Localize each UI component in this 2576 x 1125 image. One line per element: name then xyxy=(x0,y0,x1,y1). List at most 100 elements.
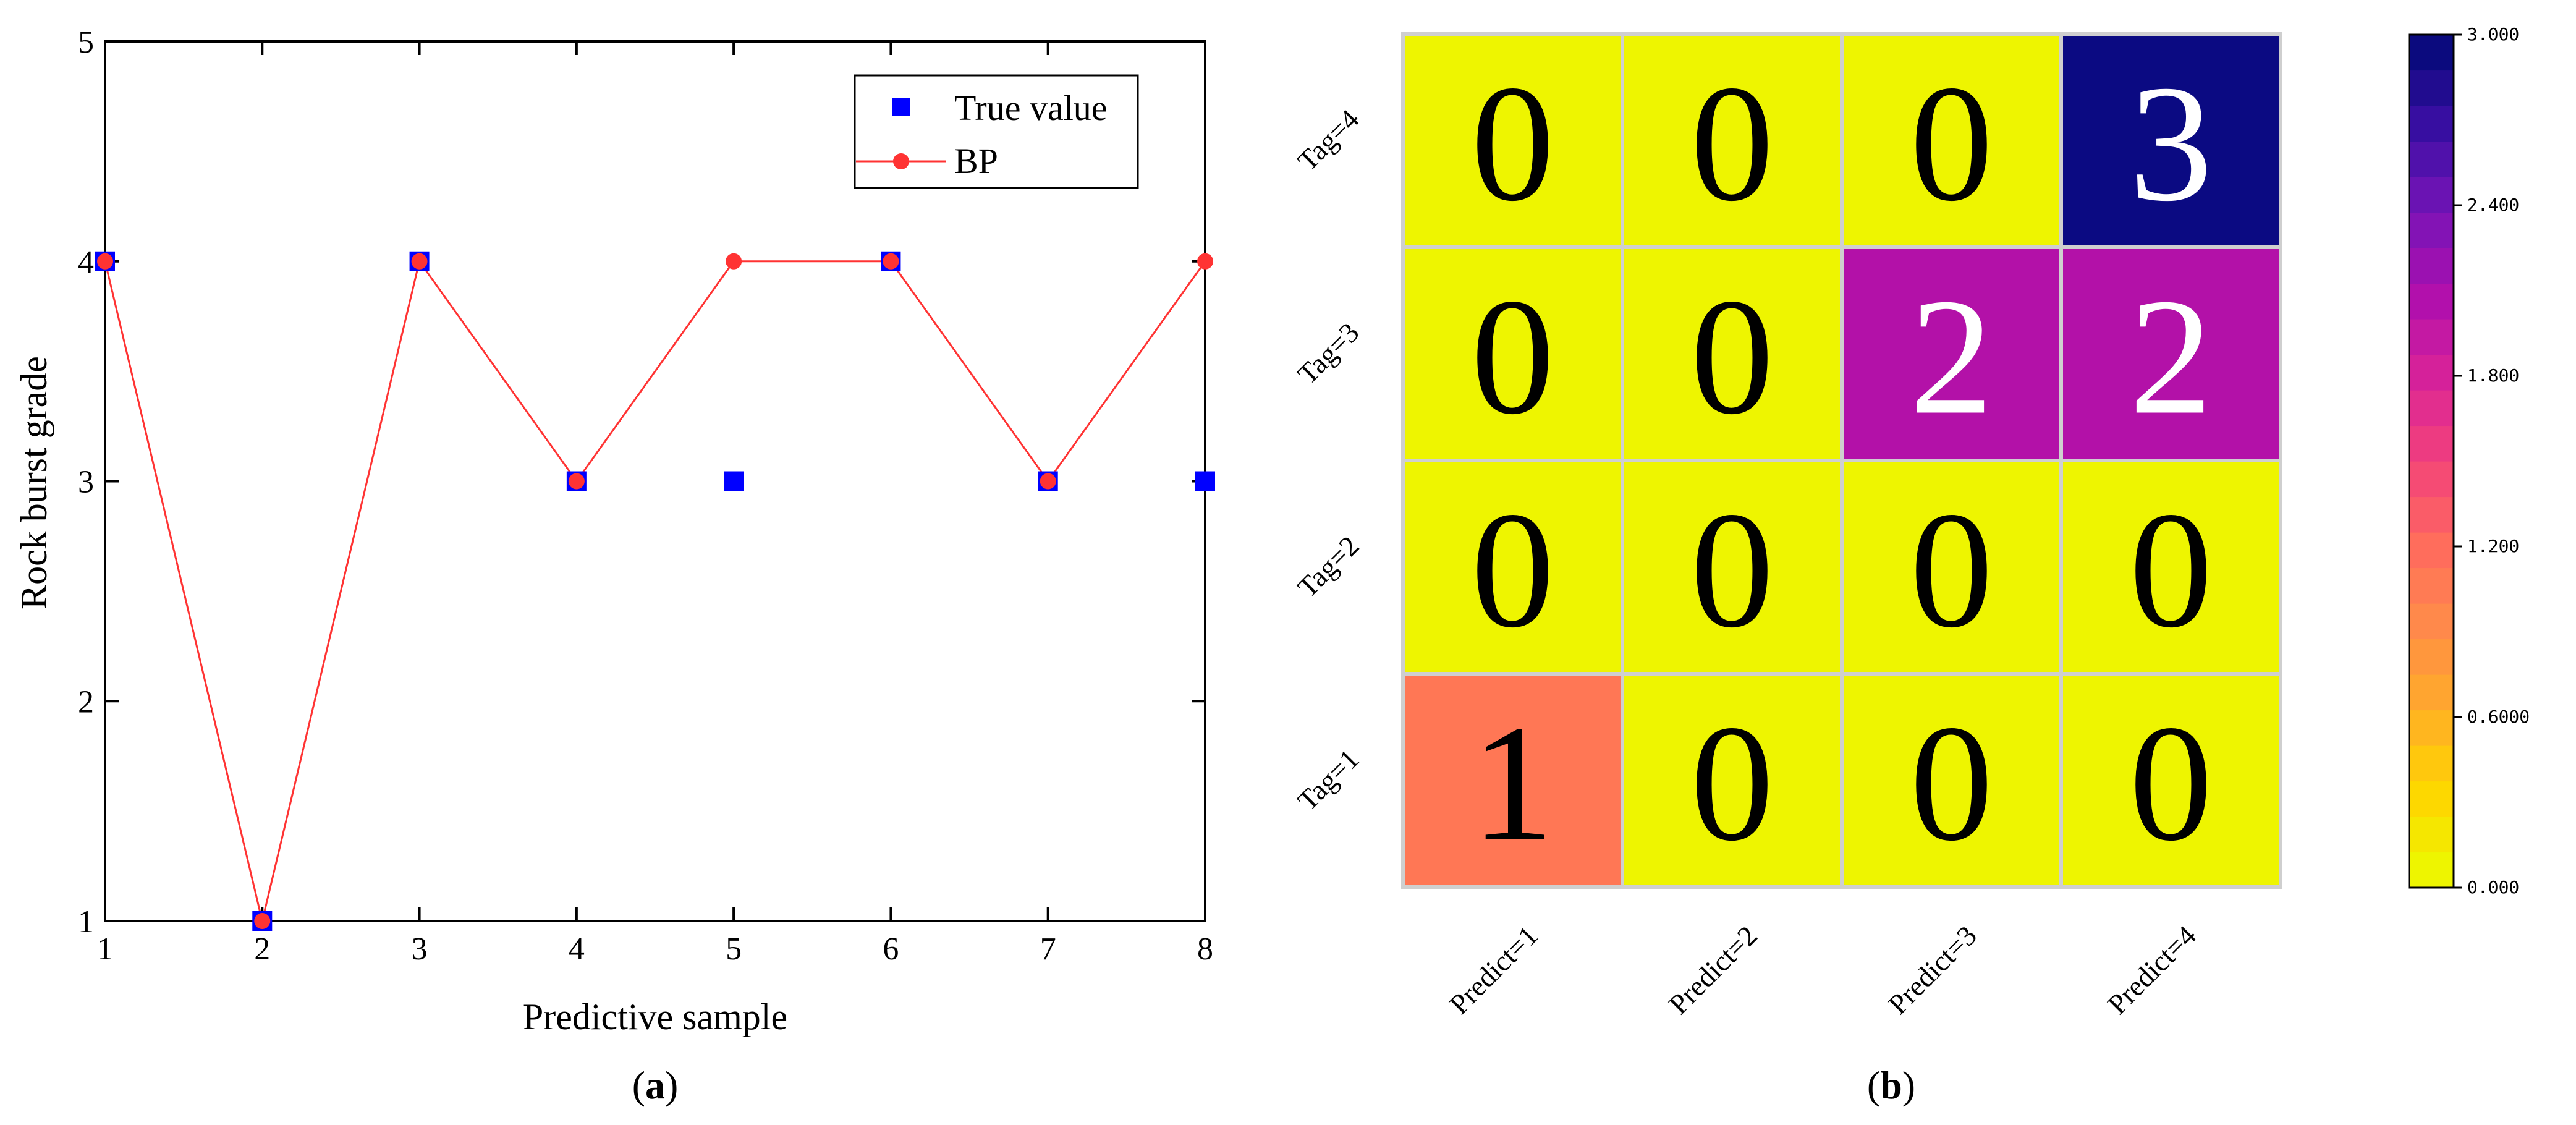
colorbar-segment xyxy=(2409,710,2454,746)
heatmap-cell xyxy=(1840,32,2063,249)
bp-point xyxy=(411,253,428,270)
panel-b-caption: (b) xyxy=(1867,1063,1915,1107)
heatmap-cell xyxy=(1621,672,1844,889)
x-tick-label: 5 xyxy=(726,932,742,967)
cell-value: 0 xyxy=(1471,478,1554,663)
bp-point xyxy=(1197,253,1213,270)
cell-value: 0 xyxy=(1690,478,1774,663)
bp-line xyxy=(104,259,1206,922)
colorbar-tick-label: 1.200 xyxy=(2467,536,2519,556)
heatmap-cell xyxy=(1840,672,2063,889)
cell-value: 0 xyxy=(1471,51,1554,236)
x-tick-label: 6 xyxy=(883,932,899,967)
x-tick-label: 1 xyxy=(97,932,113,967)
heatmap-cell xyxy=(1401,32,1624,249)
x-tick-label: 3 xyxy=(412,932,428,967)
y-tick-label: 5 xyxy=(78,25,94,60)
panel-a-letter: a xyxy=(645,1063,665,1107)
colorbar-segment xyxy=(2409,283,2454,320)
bp-point xyxy=(726,253,742,270)
colorbar-segment xyxy=(2409,35,2454,71)
colorbar-segment xyxy=(2409,532,2454,569)
colorbar-segment xyxy=(2409,354,2454,391)
colorbar-segment xyxy=(2409,141,2454,177)
y-tick-label: 3 xyxy=(78,465,94,500)
heatmap-cell xyxy=(1840,245,2063,462)
colorbar-segment xyxy=(2409,781,2454,817)
cell-value: 0 xyxy=(1910,478,1993,663)
cell-value: 0 xyxy=(1471,265,1554,449)
colorbar-segment xyxy=(2409,177,2454,213)
colorbar-frame xyxy=(2408,33,2455,889)
cell-value: 0 xyxy=(1910,691,1993,876)
y-tick-label: 4 xyxy=(78,245,94,280)
colorbar-segment xyxy=(2409,425,2454,462)
heatmap-cell xyxy=(2059,245,2282,462)
bp-point xyxy=(254,913,271,929)
colorbar-segment xyxy=(2409,817,2454,853)
colorbar-tick-label: 1.800 xyxy=(2467,365,2519,386)
legend-label-true-value: True value xyxy=(954,88,1108,128)
cell-value: 0 xyxy=(1690,51,1774,236)
heatmap-cell xyxy=(2059,32,2282,249)
cell-value: 2 xyxy=(1910,265,1993,449)
y-axis-ticks: 1 2 3 4 5 xyxy=(78,25,1205,940)
line-chart-panel: 1 2 3 4 5 6 7 8 1 2 3 4 5 Predictive sample Rock bu… xyxy=(14,25,1215,1107)
cell-value: 2 xyxy=(2129,265,2213,449)
bp-series-line xyxy=(104,259,1206,922)
colorbar-segment xyxy=(2409,496,2454,533)
colorbar-segment xyxy=(2409,319,2454,355)
bp-markers xyxy=(97,253,1213,929)
cell-value: 1 xyxy=(1471,691,1554,876)
colorbar-segment xyxy=(2409,674,2454,711)
heatmap-cell xyxy=(1621,245,1844,462)
colorbar-segment xyxy=(2409,70,2454,106)
heatmap-cell xyxy=(1401,459,1624,676)
colorbar-segment xyxy=(2409,639,2454,675)
y-axis-label: Rock burst grade xyxy=(14,356,54,609)
colorbar-segment xyxy=(2409,745,2454,782)
x-tick-label: 7 xyxy=(1040,932,1056,967)
colorbar-tick-label: 0.000 xyxy=(2467,877,2519,898)
colorbar-segment xyxy=(2409,603,2454,640)
heatmap-cells: 0 0 0 30 0 2 20 0 0 01 0 0 0 xyxy=(1401,32,2282,889)
bp-point xyxy=(1040,473,1056,490)
colorbar: 3.000 2.400 1.800 1.200 0.6000 0.000 xyxy=(2408,24,2530,898)
x-axis-label: Predictive sample xyxy=(523,996,787,1037)
bp-point xyxy=(568,473,585,490)
bp-point xyxy=(883,253,899,270)
true-value-point xyxy=(1195,471,1215,491)
x-axis-ticks: 1 2 3 4 5 6 7 8 xyxy=(97,41,1213,967)
colorbar-tick-label: 2.400 xyxy=(2467,195,2519,215)
colorbar-segment xyxy=(2409,390,2454,427)
colorbar-segment xyxy=(2409,248,2454,284)
legend-square-marker xyxy=(892,98,910,116)
x-tick-label: 8 xyxy=(1197,932,1213,967)
x-tick-label: 4 xyxy=(569,932,585,967)
bp-point xyxy=(97,253,113,270)
colorbar-segment xyxy=(2409,567,2454,604)
legend-circle-marker xyxy=(893,153,909,169)
cell-value: 0 xyxy=(1690,691,1774,876)
panel-a-caption: (a) xyxy=(632,1063,679,1107)
cell-value: 0 xyxy=(1910,51,1993,236)
cell-value: 0 xyxy=(2129,691,2213,876)
heatmap-cell xyxy=(2059,672,2282,889)
x-tick-label: 2 xyxy=(254,932,270,967)
colorbar-tick-label: 3.000 xyxy=(2467,24,2519,45)
legend: True value BP xyxy=(854,74,1139,189)
true-value-point xyxy=(724,471,744,491)
cell-value: 3 xyxy=(2129,51,2213,236)
y-tick-label: 2 xyxy=(78,684,94,720)
colorbar-segment xyxy=(2409,461,2454,498)
cell-value: 0 xyxy=(2129,478,2213,663)
y-tick-label: 1 xyxy=(78,904,94,940)
colorbar-segment xyxy=(2409,852,2454,888)
panel-b-letter: b xyxy=(1880,1063,1902,1107)
colorbar-tick-label: 0.6000 xyxy=(2467,707,2530,727)
cell-value: 0 xyxy=(1690,265,1774,449)
legend-label-bp: BP xyxy=(954,141,998,181)
colorbar-segment xyxy=(2409,106,2454,142)
colorbar-segment xyxy=(2409,212,2454,248)
